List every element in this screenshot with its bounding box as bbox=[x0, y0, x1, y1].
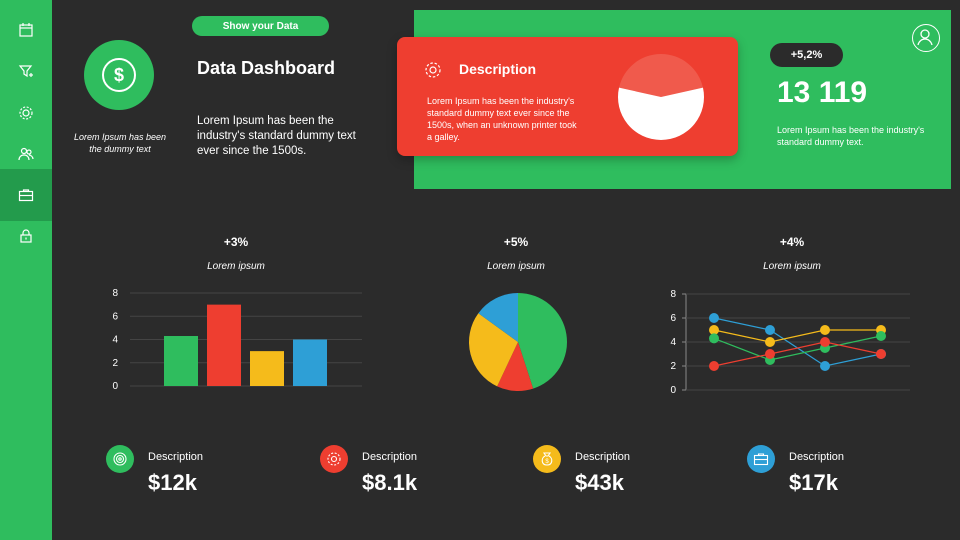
line-ytick-label: 2 bbox=[670, 361, 676, 372]
pie-chart-pct: +5% bbox=[503, 235, 529, 249]
stat-value: $12k bbox=[148, 470, 197, 495]
series-point bbox=[820, 325, 830, 335]
stat-card: $ Description $43k bbox=[533, 443, 723, 503]
pie-slice bbox=[497, 342, 534, 391]
series-line bbox=[713, 329, 881, 343]
line-ytick-label: 8 bbox=[670, 289, 676, 300]
sidebar-item-team[interactable] bbox=[0, 135, 52, 173]
logo-caption: Lorem Ipsum has been the dummy text bbox=[73, 132, 167, 154]
funnel-icon bbox=[18, 65, 33, 78]
dollar-icon: $ bbox=[102, 58, 136, 92]
pie-chart-subtitle: Lorem ipsum bbox=[487, 261, 545, 272]
svg-text:$: $ bbox=[545, 459, 549, 465]
line-chart-pct: +4% bbox=[779, 235, 805, 249]
gear-icon bbox=[425, 62, 441, 78]
series-point bbox=[876, 349, 886, 359]
series-point bbox=[765, 349, 775, 359]
bar-ytick-label: 4 bbox=[112, 335, 118, 346]
pie-chart-header: +5% Lorem ipsum bbox=[456, 235, 576, 272]
pie-slice bbox=[518, 293, 567, 389]
show-data-button[interactable]: Show your Data bbox=[192, 16, 329, 36]
series-point bbox=[709, 325, 719, 335]
line-ytick-label: 4 bbox=[670, 337, 676, 348]
briefcase-icon bbox=[18, 189, 34, 202]
line-chart: 0 2 4 6 8 bbox=[670, 289, 910, 396]
target-icon bbox=[106, 445, 134, 473]
highlight-value: 13 119 bbox=[777, 76, 868, 109]
series-point bbox=[709, 361, 719, 371]
stat-value: $43k bbox=[575, 470, 624, 495]
bar-ytick-label: 6 bbox=[112, 311, 118, 322]
line-chart-subtitle: Lorem ipsum bbox=[763, 261, 821, 272]
sidebar-item-settings[interactable] bbox=[0, 94, 52, 132]
dollar-logo: $ bbox=[84, 40, 154, 110]
sidebar-item-filter[interactable] bbox=[0, 52, 52, 90]
user-icon[interactable] bbox=[912, 24, 940, 52]
money-bag-icon: $ bbox=[533, 445, 561, 473]
stat-label: Description bbox=[575, 451, 631, 463]
pie-slice bbox=[469, 313, 518, 387]
description-card-title: Description bbox=[459, 61, 537, 77]
series-point bbox=[820, 337, 830, 347]
team-icon bbox=[18, 147, 34, 161]
stat-label: Description bbox=[148, 451, 204, 463]
growth-badge: +5,2% bbox=[770, 43, 843, 67]
bar-ytick-label: 8 bbox=[112, 288, 118, 299]
line-chart-header: +4% Lorem ipsum bbox=[732, 235, 852, 272]
gear-icon bbox=[320, 445, 348, 473]
pie-chart bbox=[469, 293, 567, 391]
stat-card: Description $12k bbox=[106, 443, 296, 503]
page-title: Data Dashboard bbox=[197, 58, 336, 78]
mini-pie-chart bbox=[618, 53, 704, 140]
series-line bbox=[713, 341, 882, 367]
series-point bbox=[765, 325, 775, 335]
stat-card: Description $8.1k bbox=[320, 443, 510, 503]
highlight-text: Lorem Ipsum has been the industry's stan… bbox=[777, 125, 925, 147]
briefcase-icon bbox=[747, 445, 775, 473]
line-ytick-label: 6 bbox=[670, 313, 676, 324]
bar bbox=[164, 336, 198, 386]
gear-icon bbox=[19, 106, 33, 120]
bar-ytick-label: 2 bbox=[112, 358, 118, 369]
page-description: Lorem Ipsum has been the industry's stan… bbox=[197, 115, 356, 157]
bar-chart-pct: +3% bbox=[223, 235, 249, 249]
bar bbox=[250, 351, 284, 386]
stat-label: Description bbox=[789, 451, 845, 463]
bar-chart-subtitle: Lorem ipsum bbox=[207, 261, 265, 272]
series-point bbox=[709, 333, 719, 344]
series-point bbox=[709, 313, 719, 323]
mini-pie-slice bbox=[618, 87, 704, 140]
series-point bbox=[820, 361, 830, 371]
lock-icon bbox=[20, 229, 32, 243]
stat-label: Description bbox=[362, 451, 418, 463]
bar-chart-header: +3% Lorem ipsum bbox=[176, 235, 296, 272]
sidebar-item-calendar[interactable] bbox=[0, 11, 52, 49]
series-point bbox=[765, 337, 775, 347]
bar bbox=[207, 304, 241, 386]
bar bbox=[293, 339, 327, 386]
mini-pie-slice bbox=[619, 53, 703, 97]
sidebar-item-security[interactable] bbox=[0, 217, 52, 255]
series-point bbox=[876, 331, 886, 341]
bar-chart: 0 2 4 6 8 bbox=[112, 288, 362, 392]
line-ytick-label: 0 bbox=[670, 385, 676, 396]
description-card: Description Lorem Ipsum has been the ind… bbox=[397, 37, 738, 156]
pie-slice bbox=[478, 293, 518, 342]
sidebar bbox=[0, 0, 52, 540]
calendar-icon bbox=[19, 23, 33, 37]
bar-ytick-label: 0 bbox=[112, 381, 118, 392]
stat-value: $8.1k bbox=[362, 470, 418, 495]
series-line bbox=[713, 335, 882, 361]
description-card-text: Lorem Ipsum has been the industry's stan… bbox=[427, 96, 577, 142]
stat-card: Description $17k bbox=[747, 443, 937, 503]
stat-value: $17k bbox=[789, 470, 838, 495]
sidebar-item-portfolio[interactable] bbox=[0, 169, 52, 221]
